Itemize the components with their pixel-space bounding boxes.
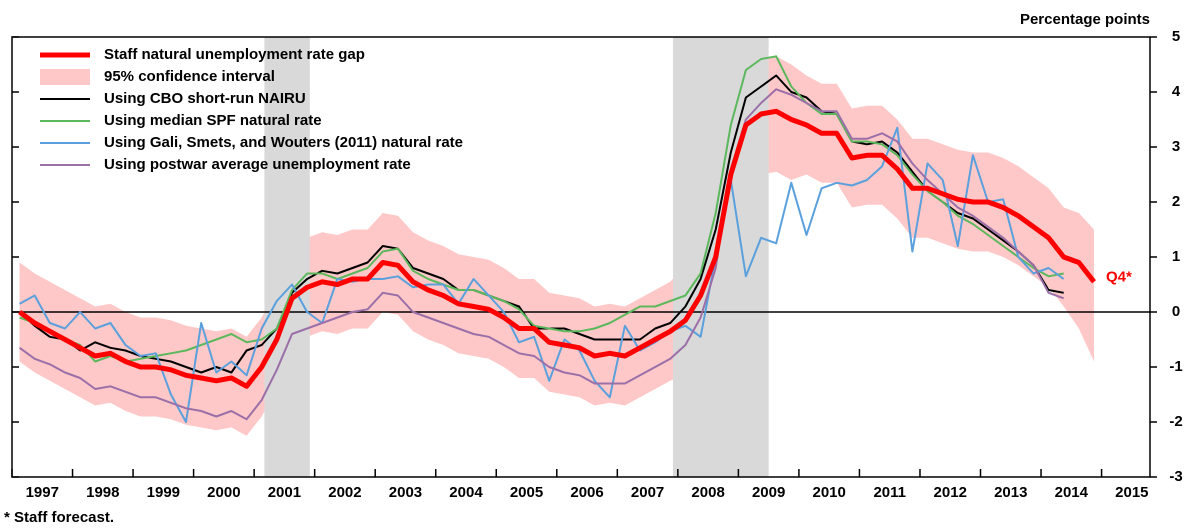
legend-label: 95% confidence interval [104,68,275,85]
legend-label: Using CBO short-run NAIRU [104,90,306,107]
x-tick-label: 1999 [147,484,180,501]
x-tick-label: 2000 [207,484,240,501]
x-tick-label: 2003 [389,484,422,501]
x-tick-label: 2002 [328,484,361,501]
x-tick-label: 2005 [510,484,543,501]
y-tick-label: 1 [1172,248,1180,265]
x-tick-label: 2009 [752,484,785,501]
y-tick-label: 3 [1172,138,1180,155]
x-tick-label: 2013 [994,484,1027,501]
x-tick-label: 1998 [86,484,119,501]
y-tick-label: -3 [1169,468,1182,485]
footnote: * Staff forecast. [4,509,114,526]
x-tick-label: 2006 [570,484,603,501]
annotation: Q4* [1106,269,1132,286]
recession-shade [264,37,310,477]
legend-label: Using median SPF natural rate [104,112,322,129]
x-tick-label: 2008 [691,484,724,501]
x-tick-label: 2012 [934,484,967,501]
series-line [18,108,1096,389]
x-tick-label: 2010 [812,484,845,501]
y-tick-label: 0 [1172,303,1180,320]
x-tick-label: 1997 [26,484,59,501]
x-tick-label: 2015 [1115,484,1148,501]
series-line [19,88,1065,421]
y-axis-label: Percentage points [1020,11,1150,28]
y-tick-label: -2 [1169,413,1182,430]
legend-label: Staff natural unemployment rate gap [104,46,365,63]
x-tick-label: 2007 [631,484,664,501]
series-line [19,55,1064,363]
series-line [19,126,1065,423]
x-tick-label: 2014 [1055,484,1089,501]
y-tick-label: 5 [1172,28,1180,45]
x-tick-label: 2001 [268,484,301,501]
x-tick-label: 2004 [449,484,483,501]
y-tick-label: -1 [1169,358,1182,375]
legend-label: Using postwar average unemployment rate [104,156,411,173]
legend-label: Using Gali, Smets, and Wouters (2011) na… [104,134,463,151]
x-tick-label: 2011 [873,484,906,501]
y-tick-label: 4 [1172,83,1181,100]
y-tick-label: 2 [1172,193,1180,210]
legend-swatch [40,69,90,85]
